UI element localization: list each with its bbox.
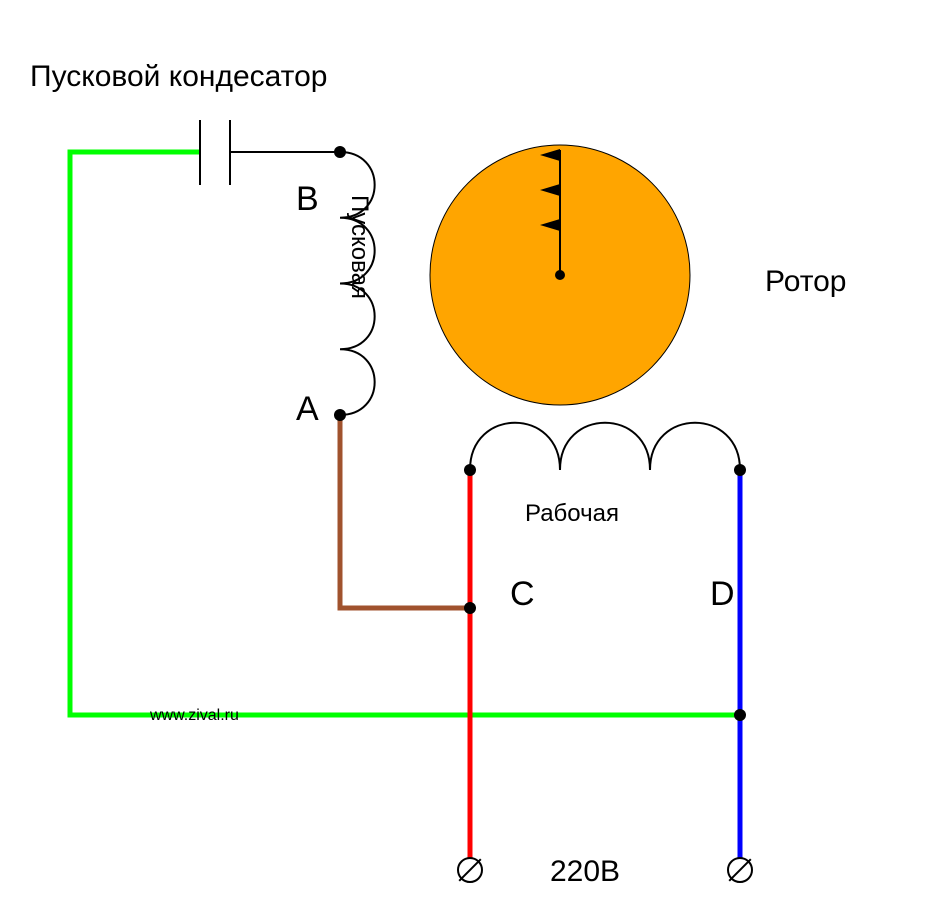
node-c-label: C (510, 575, 535, 614)
circuit-diagram (0, 0, 926, 909)
node-b-label: B (296, 180, 319, 219)
run-winding-label: Рабочая (525, 500, 619, 528)
start-winding-label: Пусковая (345, 195, 373, 299)
node-d-label: D (710, 575, 735, 614)
node-a-label: A (296, 390, 319, 429)
voltage-label: 220В (550, 855, 620, 889)
rotor-label: Ротор (765, 265, 847, 299)
title-label: Пусковой кондесатор (30, 60, 327, 94)
url-label: www.zival.ru (150, 707, 239, 725)
